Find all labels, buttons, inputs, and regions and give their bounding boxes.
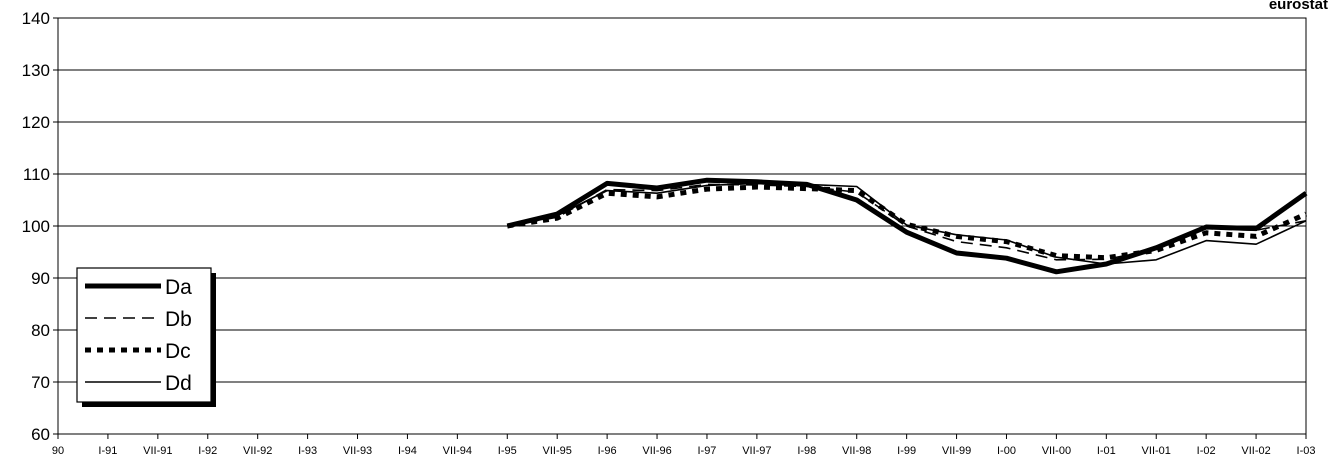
series-line-dc: [506, 184, 1308, 261]
x-tick-label: I-97: [697, 445, 716, 457]
y-tick-label: 100: [22, 217, 50, 236]
x-tick-label: VII-97: [742, 445, 771, 457]
x-tick-label: I-96: [598, 445, 617, 457]
x-tick-label: I-98: [797, 445, 816, 457]
y-tick-label: 70: [31, 373, 50, 392]
x-tick-label: 90: [52, 445, 64, 457]
legend: Da Db Dc Dd: [76, 267, 216, 407]
x-tick-label: VII-98: [842, 445, 871, 457]
grid-lines: [58, 17, 1306, 383]
series-lines: [506, 177, 1308, 275]
x-tick-label: I-00: [997, 445, 1016, 457]
x-tick-label: VII-91: [143, 445, 172, 457]
x-tick-label: I-92: [198, 445, 217, 457]
x-tick-label: VII-01: [1142, 445, 1171, 457]
x-axis-ticks: 90 I-91 VII-91 I-92 VII-92 I-93 VII-93 I-94 VII-…: [52, 434, 1316, 457]
y-tick-label: 80: [31, 321, 50, 340]
y-tick-label: 130: [22, 61, 50, 80]
y-tick-label: 90: [31, 269, 50, 288]
legend-label-db: Db: [165, 308, 192, 331]
x-tick-label: VII-92: [243, 445, 272, 457]
x-tick-label: VII-99: [942, 445, 971, 457]
y-tick-label: 60: [31, 425, 50, 444]
x-tick-label: I-02: [1197, 445, 1216, 457]
legend-box: [76, 267, 212, 403]
x-tick-label: I-93: [298, 445, 317, 457]
x-tick-label: VII-95: [543, 445, 572, 457]
series-line-da: [506, 177, 1308, 275]
x-tick-label: VII-93: [343, 445, 372, 457]
y-axis-ticks: 60 70 80 90 100 110 120 130 140: [22, 9, 58, 444]
series-line-dd: [507, 182, 1307, 265]
x-tick-label: VII-02: [1241, 445, 1270, 457]
y-tick-label: 110: [23, 165, 50, 184]
x-tick-label: I-99: [897, 445, 916, 457]
y-tick-label: 140: [22, 9, 50, 28]
x-tick-label: VII-96: [642, 445, 671, 457]
brand-label: eurostat: [1268, 0, 1328, 13]
legend-label-da: Da: [165, 276, 192, 299]
x-tick-label: VII-00: [1042, 445, 1071, 457]
x-tick-label: VII-94: [443, 445, 472, 457]
x-tick-label: I-95: [498, 445, 517, 457]
x-tick-label: I-03: [1297, 445, 1316, 457]
legend-label-dc: Dc: [165, 340, 191, 363]
x-tick-label: I-94: [398, 445, 417, 457]
y-tick-label: 120: [22, 113, 50, 132]
legend-label-dd: Dd: [165, 372, 192, 395]
x-tick-label: I-91: [98, 445, 117, 457]
x-tick-label: I-01: [1097, 445, 1116, 457]
